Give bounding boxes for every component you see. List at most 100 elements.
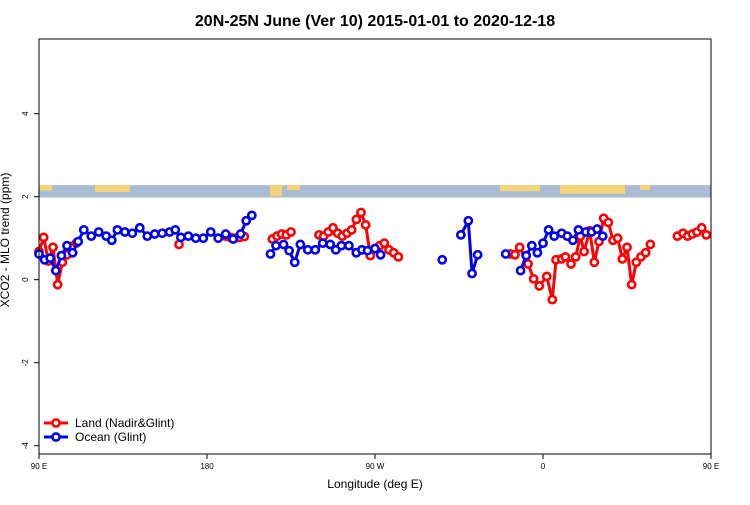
series-1-point-12 <box>106 235 117 246</box>
series-1-point-22 <box>175 232 186 243</box>
chart-title: 20N-25N June (Ver 10) 2015-01-01 to 2020… <box>195 13 555 30</box>
series-0-point-73 <box>701 229 712 240</box>
series-1-point-60 <box>532 247 543 258</box>
series-1-point-62 <box>543 224 554 235</box>
series-1-point-55 <box>472 249 483 260</box>
series-1-point-16 <box>134 222 145 233</box>
series-1-point-63 <box>549 231 560 242</box>
series-1-point-38 <box>295 239 306 250</box>
series-0-point-19 <box>286 227 296 237</box>
series-0-point-39 <box>510 249 520 260</box>
x-tick-label-4: 90 E <box>703 462 719 471</box>
series-0-point-62 <box>626 279 637 290</box>
series-1-point-50 <box>375 249 386 260</box>
map-strip-land-1 <box>95 185 130 192</box>
series-1-point-70 <box>592 224 603 234</box>
series-0-point-49 <box>566 259 576 269</box>
series-1-point-5 <box>62 240 72 251</box>
series-1-point-21 <box>170 224 181 235</box>
series-1-point-3 <box>50 265 61 276</box>
series-1 <box>34 210 608 279</box>
series-1-point-34 <box>271 240 281 251</box>
series-1-point-53 <box>463 215 474 226</box>
series-0-point-54 <box>589 257 600 268</box>
series-0-point-28 <box>351 214 362 225</box>
x-axis-label: Longitude (deg E) <box>327 477 422 491</box>
series-1-point-33 <box>265 249 276 259</box>
series-0-point-4 <box>52 279 63 290</box>
y-tick-label-2: 0 <box>21 277 30 282</box>
series-0-point-30 <box>360 220 371 230</box>
series-1-point-32 <box>246 210 257 221</box>
plot-frame <box>38 38 712 455</box>
series-1-point-31 <box>241 215 252 226</box>
y-tick-label-1: -2 <box>21 359 30 367</box>
legend-label-1: Ocean (Glint) <box>75 430 146 444</box>
series-0-point-72 <box>696 222 707 233</box>
map-strip-ocean <box>39 185 711 198</box>
series-0-point-44 <box>541 271 552 282</box>
series-0-point-1 <box>38 232 49 243</box>
series-1-point-51 <box>437 254 448 265</box>
series-1-point-56 <box>500 249 511 259</box>
series-1-point-14 <box>119 227 130 237</box>
series-0-point-59 <box>612 233 623 244</box>
x-tick-label-0: 90 E <box>31 462 47 471</box>
series-1-point-44 <box>336 240 347 251</box>
y-tick-label-3: 2 <box>21 194 30 199</box>
series-0-point-48 <box>560 251 571 262</box>
series-0-point-42 <box>528 273 539 284</box>
series-0-point-27 <box>346 224 357 235</box>
y-axis-label: XCO2 - MLO trend (ppm) <box>0 173 12 308</box>
x-tick-label-3: 0 <box>541 462 546 471</box>
map-strip-land-4 <box>500 185 540 192</box>
series-1-point-27 <box>213 233 224 244</box>
series-0-point-52 <box>579 246 589 257</box>
legend-marker-1 <box>51 432 61 442</box>
series-0-point-45 <box>547 294 558 305</box>
series-1-point-48 <box>362 245 373 256</box>
series-1-point-18 <box>149 229 160 239</box>
series-1-point-54 <box>467 268 477 279</box>
series-0-point-40 <box>514 242 525 253</box>
series-1-point-40 <box>310 244 321 255</box>
series-1-point-49 <box>370 243 380 254</box>
series-1-point-26 <box>205 227 216 237</box>
series-1-point-39 <box>302 244 313 255</box>
series-1-point-25 <box>198 233 209 244</box>
series-1-point-67 <box>573 224 584 235</box>
series-1-point-37 <box>289 257 300 268</box>
series-1-point-4 <box>56 250 67 261</box>
series-1-point-61 <box>538 238 548 249</box>
series-1-point-41 <box>317 238 328 249</box>
series-0-point-29 <box>356 207 366 218</box>
series-0-point-34 <box>379 238 390 249</box>
x-tick-label-2: 90 W <box>366 462 385 471</box>
series-1-point-9 <box>86 231 97 242</box>
series-1-point-17 <box>142 231 153 242</box>
series-1-point-19 <box>157 228 168 239</box>
series-0-point-57 <box>603 217 614 228</box>
series-1-point-13 <box>112 224 123 235</box>
series-0-point-65 <box>640 247 651 258</box>
series-0-point-61 <box>622 242 632 253</box>
series-0-point-37 <box>393 251 404 262</box>
series-1-point-28 <box>220 229 231 239</box>
series-1-point-57 <box>515 265 526 276</box>
legend-marker-0 <box>51 418 61 428</box>
series-1-point-45 <box>343 240 354 251</box>
series-0-point-3 <box>48 242 58 253</box>
series-0 <box>34 207 712 305</box>
series-1-point-23 <box>183 231 194 242</box>
series-1-point-15 <box>127 228 138 239</box>
y-tick-label-0: -4 <box>21 442 30 450</box>
series-0-point-50 <box>570 251 581 262</box>
series-1-point-52 <box>455 229 466 240</box>
series-1-point-30 <box>235 229 246 239</box>
legend: Land (Nadir&Glint)Ocean (Glint) <box>44 416 174 444</box>
series-1-point-24 <box>190 233 201 244</box>
plot-area: 90 E 180 90 W 0 90 E -4 -2 0 2 4 Land (Nadir&Glint… <box>21 38 719 471</box>
series-1-point-71 <box>597 231 608 242</box>
series-1-point-2 <box>45 253 56 264</box>
